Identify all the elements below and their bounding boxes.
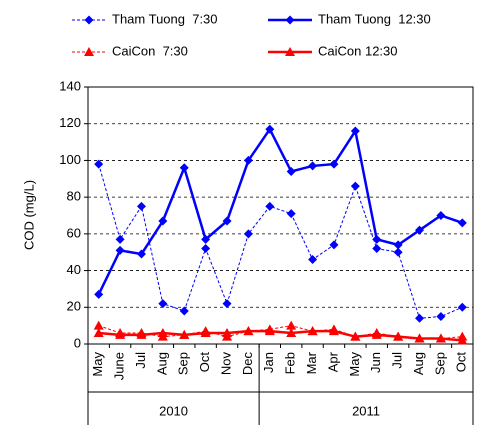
legend-label: Tham Tuong 12:30 xyxy=(318,11,431,26)
legend-marker xyxy=(285,47,295,56)
x-tick-label: Apr xyxy=(325,351,340,372)
data-point xyxy=(200,327,211,337)
data-point xyxy=(414,333,425,343)
x-tick-label: Sep xyxy=(432,352,447,375)
data-point xyxy=(115,329,126,339)
x-tick-label: June xyxy=(112,352,127,380)
data-point xyxy=(307,326,318,336)
x-tick-label: May xyxy=(347,352,362,377)
x-tick-label: Oct xyxy=(197,352,212,373)
y-tick-label: 20 xyxy=(67,299,81,314)
data-point xyxy=(94,159,104,169)
data-point xyxy=(158,216,168,226)
data-point xyxy=(286,327,297,337)
series-line xyxy=(98,329,463,342)
data-point xyxy=(415,313,425,323)
data-point xyxy=(436,311,446,321)
data-point xyxy=(329,240,339,250)
x-tick-label: Aug xyxy=(411,352,426,375)
data-point xyxy=(308,255,318,265)
y-axis-label: COD (mg/L) xyxy=(21,180,36,250)
data-point xyxy=(457,218,467,228)
series-line xyxy=(97,126,463,295)
x-tick-label: May xyxy=(90,352,105,377)
data-point xyxy=(179,306,189,316)
data-point xyxy=(371,329,382,339)
x-tick-label: Sep xyxy=(176,352,191,375)
x-tick-label: Aug xyxy=(154,352,169,375)
data-point xyxy=(329,159,339,169)
data-point xyxy=(393,240,403,250)
data-point xyxy=(372,234,382,244)
x-tick-label: Dec xyxy=(240,352,255,376)
y-tick-label: 60 xyxy=(67,225,81,240)
data-point xyxy=(265,201,275,211)
data-point xyxy=(350,181,360,191)
data-point xyxy=(350,331,361,341)
data-point xyxy=(243,229,253,239)
x-tick-label: Nov xyxy=(218,352,233,376)
data-point xyxy=(243,326,254,336)
x-tick-label: Jul xyxy=(390,352,405,369)
x-tick-label: Jun xyxy=(368,352,383,373)
data-point xyxy=(435,333,446,343)
y-tick-label: 80 xyxy=(67,189,81,204)
data-point xyxy=(308,161,318,171)
data-point xyxy=(201,234,211,244)
data-point xyxy=(93,327,104,337)
data-point xyxy=(436,211,446,220)
y-tick-label: 40 xyxy=(67,262,81,277)
data-point xyxy=(93,320,104,330)
group-label: 2010 xyxy=(159,403,188,418)
data-point xyxy=(415,225,425,235)
data-point xyxy=(286,166,296,176)
data-point xyxy=(136,201,146,211)
series-line xyxy=(98,163,463,319)
data-point xyxy=(158,299,168,309)
data-point xyxy=(457,302,467,312)
data-point xyxy=(328,326,339,336)
y-tick-label: 0 xyxy=(74,335,81,350)
legend-marker xyxy=(285,15,295,25)
x-tick-label: Feb xyxy=(283,352,298,374)
legend-marker xyxy=(84,47,94,56)
data-point xyxy=(350,126,360,136)
legend-marker xyxy=(84,15,94,25)
data-point xyxy=(94,289,104,299)
data-point xyxy=(393,331,404,341)
data-point xyxy=(264,326,275,336)
x-tick-label: Jan xyxy=(261,352,276,373)
group-label: 2011 xyxy=(352,403,380,418)
data-point xyxy=(222,216,232,226)
data-point xyxy=(393,247,403,257)
data-point xyxy=(136,329,147,339)
data-point xyxy=(179,163,189,173)
data-point xyxy=(222,299,232,309)
y-tick-label: 140 xyxy=(59,78,81,93)
data-point xyxy=(222,327,233,337)
legend-label: CaiCon 12:30 xyxy=(318,43,398,58)
data-point xyxy=(457,335,468,345)
data-point xyxy=(136,249,146,259)
y-tick-label: 120 xyxy=(59,115,81,130)
data-point xyxy=(157,327,168,337)
data-point xyxy=(286,209,296,219)
x-tick-label: Jul xyxy=(133,352,148,369)
plot-frame xyxy=(87,86,474,345)
legend-label: CaiCon 7:30 xyxy=(112,43,188,58)
data-point xyxy=(201,244,211,254)
y-tick-label: 100 xyxy=(59,152,81,167)
x-tick-label: Oct xyxy=(454,352,469,373)
data-point xyxy=(243,155,253,165)
data-point xyxy=(286,320,297,330)
data-point xyxy=(372,244,382,254)
data-point xyxy=(179,329,190,339)
legend-label: Tham Tuong 7:30 xyxy=(112,11,218,26)
data-point xyxy=(115,234,125,244)
data-point xyxy=(115,245,125,255)
x-tick-label: Mar xyxy=(304,351,319,374)
data-point xyxy=(265,124,275,134)
